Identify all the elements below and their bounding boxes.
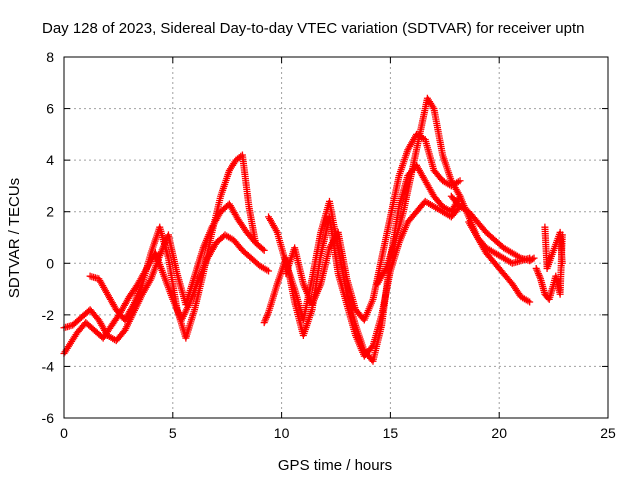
- x-tick-label: 20: [491, 425, 507, 441]
- y-tick-label: -4: [42, 358, 55, 374]
- data-point: [368, 343, 376, 351]
- y-tick-label: 8: [46, 49, 54, 65]
- data-point: [526, 298, 534, 306]
- data-point: [251, 239, 259, 247]
- x-tick-label: 0: [60, 425, 68, 441]
- y-axis-label: SDTVAR / TECUs: [6, 178, 23, 298]
- series-track-9: [465, 218, 534, 267]
- plot-frame: [63, 56, 609, 419]
- x-tick-label: 10: [274, 425, 290, 441]
- data-point: [456, 177, 464, 185]
- y-tick-label: 2: [46, 204, 54, 220]
- x-tick-label: 5: [169, 425, 177, 441]
- data-points: [60, 94, 566, 365]
- data-point: [558, 259, 566, 267]
- y-tick-label: 0: [46, 255, 54, 271]
- x-axis-ticks: 0 5 10 15 20 25: [60, 57, 616, 441]
- y-axis-ticks: -6 -4 -2 0 2 4 6 8: [42, 49, 608, 426]
- data-point: [260, 246, 268, 254]
- chart-title: Day 128 of 2023, Sidereal Day-to-day VTE…: [42, 20, 584, 37]
- x-tick-label: 15: [383, 425, 399, 441]
- x-axis-label: GPS time / hours: [278, 457, 392, 474]
- series-track-11: [541, 223, 566, 272]
- data-point: [259, 245, 267, 253]
- data-point: [526, 254, 534, 262]
- series-track-3: [86, 151, 259, 342]
- y-tick-label: -6: [42, 410, 55, 426]
- series-track-5: [265, 161, 464, 365]
- series-track-6: [282, 130, 464, 324]
- x-tick-label: 25: [600, 425, 616, 441]
- data-point: [265, 267, 273, 275]
- y-tick-label: 6: [46, 101, 54, 117]
- y-tick-label: -2: [42, 307, 55, 323]
- y-tick-label: 4: [46, 152, 54, 168]
- series-track-2: [60, 200, 268, 345]
